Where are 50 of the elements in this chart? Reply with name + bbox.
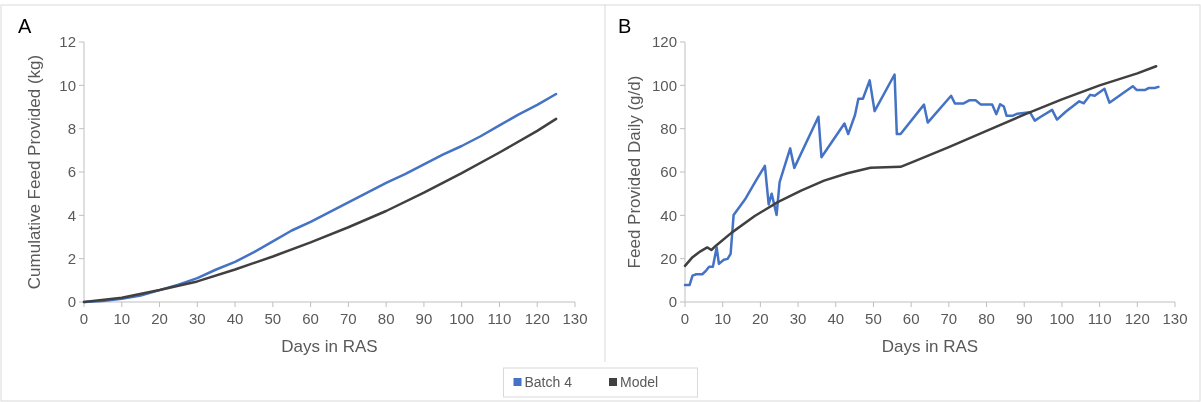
x-tick-label: 40 — [827, 310, 845, 327]
y-tick-label: 80 — [660, 119, 677, 137]
x-axis-title: Days in RAS — [281, 337, 378, 356]
y-tick-label: 8 — [67, 119, 76, 137]
y-axis-title: Cumulative Feed Provided (kg) — [25, 54, 44, 290]
x-tick-label: 110 — [487, 310, 512, 327]
x-tick-label: 0 — [680, 310, 690, 327]
legend-label: Batch 4 — [524, 374, 573, 390]
x-tick-label: 120 — [1124, 310, 1150, 327]
x-tick-label: 90 — [415, 310, 433, 327]
x-tick-label: 130 — [562, 310, 588, 327]
y-tick-label: 0 — [668, 293, 677, 311]
x-tick-label: 80 — [377, 310, 395, 327]
y-tick-label: 20 — [660, 249, 677, 267]
x-tick-label: 40 — [226, 310, 244, 327]
x-tick-label: 50 — [865, 310, 882, 327]
legend-label: Model — [620, 374, 659, 390]
x-tick-label: 100 — [449, 310, 475, 327]
y-tick-label: 4 — [67, 206, 76, 224]
y-tick-label: 10 — [59, 76, 76, 94]
x-tick-label: 60 — [302, 310, 319, 327]
x-tick-label: 50 — [264, 310, 282, 327]
y-tick-label: 12 — [59, 33, 76, 51]
x-tick-label: 70 — [940, 310, 958, 327]
x-axis-title: Days in RAS — [881, 337, 979, 356]
y-tick-label: 0 — [67, 293, 76, 311]
x-tick-label: 0 — [79, 310, 89, 327]
x-tick-label: 130 — [1162, 310, 1188, 327]
x-tick-label: 110 — [1087, 310, 1112, 327]
x-tick-label: 30 — [188, 310, 206, 327]
x-tick-label: 60 — [902, 310, 920, 327]
x-tick-label: 20 — [752, 310, 769, 327]
y-tick-label: 2 — [67, 249, 76, 267]
x-tick-label: 90 — [1015, 310, 1033, 327]
y-tick-label: 6 — [67, 163, 76, 181]
y-axis-title: Feed Provided Daily (g/d) — [625, 75, 644, 269]
y-tick-label: 40 — [660, 206, 677, 224]
x-tick-label: 120 — [524, 310, 550, 327]
x-tick-label: 70 — [340, 310, 357, 327]
x-tick-label: 80 — [978, 310, 995, 327]
y-tick-label: 100 — [651, 76, 677, 94]
y-tick-label: 120 — [651, 33, 677, 51]
x-tick-label: 10 — [714, 310, 732, 327]
x-tick-label: 30 — [789, 310, 807, 327]
x-tick-label: 100 — [1049, 310, 1075, 327]
y-tick-label: 60 — [660, 163, 677, 181]
chart-title: B — [618, 15, 632, 37]
chart-title: A — [18, 15, 32, 37]
x-tick-label: 20 — [151, 310, 168, 327]
x-tick-label: 10 — [113, 310, 131, 327]
